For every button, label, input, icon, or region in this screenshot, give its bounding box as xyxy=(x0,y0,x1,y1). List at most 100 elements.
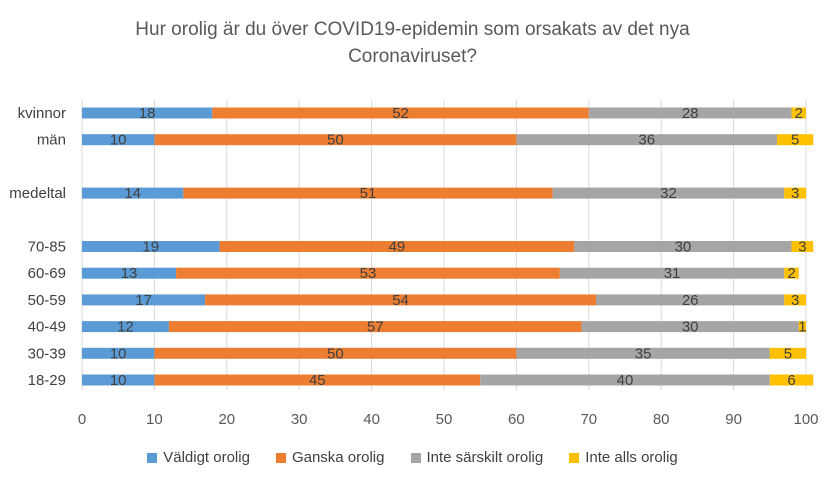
data-label: 17 xyxy=(135,292,152,309)
chart-title-line-1: Hur orolig är du över COVID19-epidemin s… xyxy=(135,19,690,40)
data-label: 57 xyxy=(367,319,384,336)
bar-segment xyxy=(581,321,799,333)
bar-segment xyxy=(168,321,582,333)
x-tick-label: 20 xyxy=(218,411,235,428)
bar-segment xyxy=(82,294,206,306)
x-tick-label: 80 xyxy=(653,411,670,428)
bar-segment xyxy=(183,187,553,199)
category-label: 30-39 xyxy=(28,345,66,362)
bar-segment xyxy=(798,321,806,333)
bar-segment xyxy=(82,134,155,146)
x-tick-label: 40 xyxy=(363,411,380,428)
bar-segment xyxy=(791,241,814,252)
x-tick-label: 50 xyxy=(436,411,453,428)
bar-segment xyxy=(82,267,177,279)
x-tick-label: 60 xyxy=(508,411,525,428)
data-label: 5 xyxy=(784,345,792,362)
data-label: 10 xyxy=(110,372,127,389)
data-label: 31 xyxy=(664,265,681,282)
category-label: 70-85 xyxy=(28,239,66,256)
legend-swatch xyxy=(569,452,580,463)
bar-segment xyxy=(205,294,597,306)
bar-segment xyxy=(212,107,589,119)
data-label: 36 xyxy=(638,132,655,149)
legend-label: Inte särskilt orolig xyxy=(426,449,544,466)
legend-item: Ganska orolig xyxy=(275,449,385,466)
category-label: 18-29 xyxy=(28,372,66,389)
bar-segment xyxy=(82,107,213,119)
bar-segment xyxy=(82,241,220,252)
bar-segment xyxy=(769,347,806,359)
bar-segment xyxy=(82,347,155,359)
data-label: 51 xyxy=(360,185,377,202)
x-tick-label: 100 xyxy=(793,411,818,428)
data-label: 50 xyxy=(327,132,344,149)
data-label: 18 xyxy=(139,105,156,122)
data-label: 3 xyxy=(791,292,799,309)
legend-item: Inte alls orolig xyxy=(569,449,678,466)
legend-swatch xyxy=(410,452,421,463)
bar-segment xyxy=(791,107,806,119)
bar-segment xyxy=(154,374,481,386)
bar-segment xyxy=(552,187,785,199)
bar-segment xyxy=(219,241,575,252)
bar-segment xyxy=(784,187,806,199)
category-label: medeltal xyxy=(9,185,66,202)
x-tick-label: 70 xyxy=(580,411,597,428)
bar-segment xyxy=(82,321,169,333)
data-label: 45 xyxy=(309,372,326,389)
data-label: 5 xyxy=(791,132,799,149)
chart-title: Hur orolig är du över COVID19-epidemin s… xyxy=(0,16,825,70)
data-label: 1 xyxy=(798,319,806,336)
bar-segment xyxy=(480,374,770,386)
bar-segment xyxy=(574,241,792,252)
data-label: 19 xyxy=(142,239,159,256)
legend-label: Inte alls orolig xyxy=(585,449,678,466)
data-label: 6 xyxy=(787,372,795,389)
legend-label: Väldigt orolig xyxy=(163,449,250,466)
bar-segment xyxy=(176,267,560,279)
data-label: 28 xyxy=(682,105,699,122)
bar-segment xyxy=(154,134,517,146)
data-label: 10 xyxy=(110,345,127,362)
data-label: 50 xyxy=(327,345,344,362)
data-label: 2 xyxy=(795,105,803,122)
data-label: 52 xyxy=(392,105,409,122)
bar-segment xyxy=(784,267,799,279)
x-tick-label: 90 xyxy=(725,411,742,428)
data-label: 14 xyxy=(124,185,141,202)
legend-label: Ganska orolig xyxy=(291,449,385,466)
bar-segment xyxy=(769,374,814,386)
x-tick-label: 10 xyxy=(146,411,163,428)
data-label: 54 xyxy=(392,292,409,309)
x-tick-label: 0 xyxy=(78,411,86,428)
legend: Väldigt orolig Ganska orolig Inte särskilt… xyxy=(0,449,825,466)
chart-title-line-2: Coronaviruset? xyxy=(348,46,477,67)
legend-swatch xyxy=(275,452,286,463)
data-label: 40 xyxy=(617,372,634,389)
category-label: kvinnor xyxy=(18,105,66,122)
bar-segment xyxy=(154,347,517,359)
legend-item: Inte särskilt orolig xyxy=(410,449,544,466)
legend-item: Väldigt orolig xyxy=(147,449,250,466)
bar-segment xyxy=(559,267,785,279)
bar-segment xyxy=(82,187,184,199)
data-label: 12 xyxy=(117,319,134,336)
bar-segment xyxy=(516,347,770,359)
data-label: 3 xyxy=(798,239,806,256)
bar-segment xyxy=(82,374,155,386)
bar-segment xyxy=(777,134,814,146)
category-label: 60-69 xyxy=(28,265,66,282)
data-label: 35 xyxy=(635,345,652,362)
data-label: 53 xyxy=(360,265,377,282)
data-label: 26 xyxy=(682,292,699,309)
category-label: 40-49 xyxy=(28,319,66,336)
data-label: 13 xyxy=(121,265,138,282)
data-label: 3 xyxy=(791,185,799,202)
data-label: 2 xyxy=(787,265,795,282)
data-label: 32 xyxy=(660,185,677,202)
bar-segment xyxy=(784,294,806,306)
legend-swatch xyxy=(147,452,158,463)
data-label: 30 xyxy=(682,319,699,336)
